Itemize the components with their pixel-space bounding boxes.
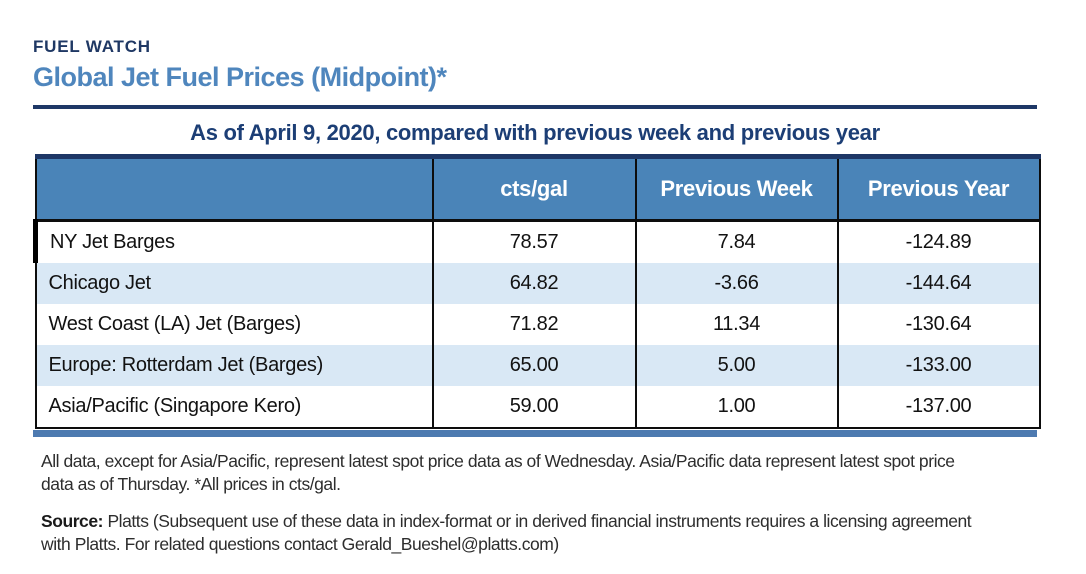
col-header-previous-year: Previous Year (836, 153, 1040, 222)
cell-previous-year: -124.89 (836, 220, 1040, 263)
source-text: Platts (Subsequent use of these data in … (41, 510, 972, 554)
cell-previous-year: -137.00 (836, 385, 1040, 428)
cell-cts-gal: 65.00 (431, 344, 636, 386)
cell-previous-week: 7.84 (634, 220, 838, 263)
cell-cts-gal: 64.82 (431, 262, 636, 304)
cell-previous-week: 5.00 (634, 344, 838, 386)
source-note: Source: Platts (Subsequent use of these … (41, 510, 991, 556)
jet-fuel-prices-table: cts/gal Previous Week Previous Year NY J… (33, 153, 1041, 429)
cell-previous-year: -144.64 (836, 262, 1040, 304)
table-row: West Coast (LA) Jet (Barges) 71.82 11.34… (35, 303, 1040, 345)
row-label: Chicago Jet (35, 262, 433, 304)
cell-previous-year: -130.64 (836, 303, 1040, 345)
table-row: Europe: Rotterdam Jet (Barges) 65.00 5.0… (35, 344, 1040, 386)
source-label: Source: (41, 510, 104, 531)
cell-previous-week: 11.34 (634, 303, 838, 345)
table-row: Asia/Pacific (Singapore Kero) 59.00 1.00… (35, 385, 1040, 428)
cell-previous-week: 1.00 (634, 385, 838, 428)
title-divider (33, 104, 1037, 109)
kicker: FUEL WATCH (33, 37, 151, 56)
page-title: Global Jet Fuel Prices (Midpoint)* (33, 62, 447, 92)
row-label: West Coast (LA) Jet (Barges) (35, 303, 433, 345)
col-header-previous-week: Previous Week (634, 153, 838, 222)
cell-previous-year: -133.00 (836, 344, 1040, 386)
subtitle: As of April 9, 2020, compared with previ… (190, 119, 880, 145)
col-header-cts-gal: cts/gal (431, 153, 636, 222)
row-label: Europe: Rotterdam Jet (Barges) (35, 344, 433, 386)
col-header-blank (35, 153, 433, 222)
cell-cts-gal: 78.57 (431, 220, 636, 263)
footnote: All data, except for Asia/Pacific, repre… (41, 450, 955, 494)
cell-cts-gal: 59.00 (431, 385, 636, 428)
table-header-row: cts/gal Previous Week Previous Year (35, 153, 1040, 222)
table-bottom-bar (33, 429, 1037, 437)
table-row: Chicago Jet 64.82 -3.66 -144.64 (35, 262, 1040, 304)
cell-previous-week: -3.66 (634, 262, 838, 304)
table-row: NY Jet Barges 78.57 7.84 -124.89 (33, 220, 1040, 263)
row-label: Asia/Pacific (Singapore Kero) (35, 385, 433, 428)
cell-cts-gal: 71.82 (431, 303, 636, 345)
row-label: NY Jet Barges (33, 220, 433, 263)
content-column: FUEL WATCH Global Jet Fuel Prices (Midpo… (33, 0, 1041, 556)
